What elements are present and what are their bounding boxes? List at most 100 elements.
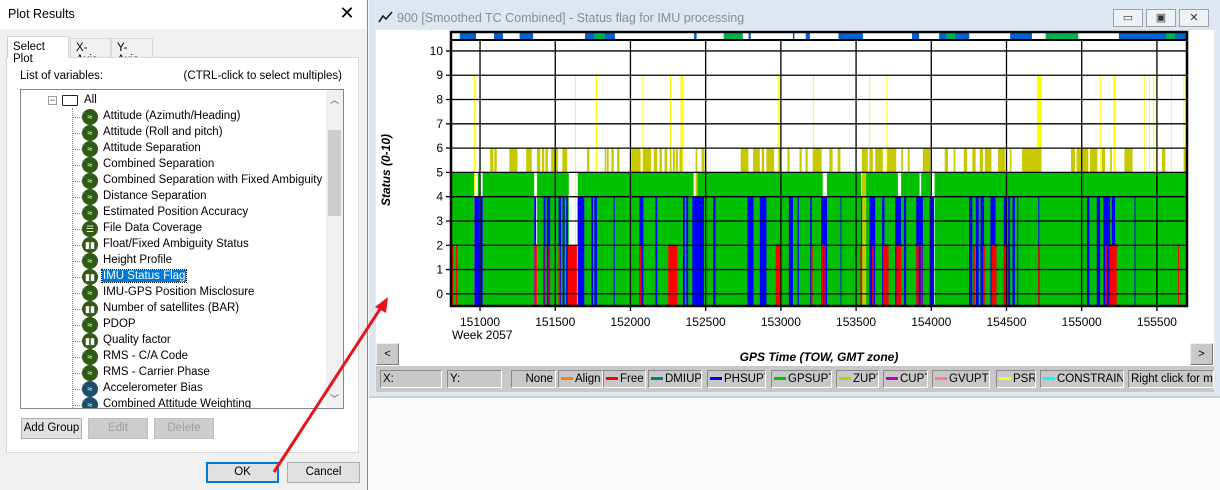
tree-item[interactable]: ≈ Attitude Separation (21, 141, 321, 157)
tree-item-label: RMS - Carrier Phase (103, 366, 210, 378)
top-strip-mark-blue (838, 33, 863, 39)
legend-label: CUPT (900, 373, 927, 385)
close-icon[interactable]: ✕ (339, 3, 355, 23)
legend-item-phsupt[interactable]: PHSUPT (707, 370, 766, 388)
status-bar-4 (655, 196, 658, 306)
legend-item-zupt[interactable]: ZUPT (836, 370, 879, 388)
status-bar-9 (474, 75, 476, 306)
legend-item-dmiupt[interactable]: DMIUPT (648, 370, 702, 388)
scrollbar-thumb[interactable] (328, 130, 341, 216)
legend-swatch (839, 377, 851, 381)
imu-status-chart[interactable]: 0 1 2 3 4 5 6 7 8 9 10 151000 151500 152000 152500 1530… (0, 0, 1220, 400)
legend-item-constraint[interactable]: CONSTRAINT (1040, 370, 1124, 388)
wave-icon: ≈ (82, 125, 98, 141)
tree-line (73, 389, 82, 390)
tree-item[interactable]: ≈ Height Profile (21, 253, 321, 269)
variable-tree[interactable]: − All ≈ Attitude (Azimuth/Heading) ≈ Attitu… (20, 89, 344, 409)
plot-frame (449, 30, 1189, 308)
legend-item-none[interactable]: None (511, 370, 556, 388)
status-bar-5 (921, 172, 931, 306)
top-strip-mark-blue (748, 33, 751, 39)
status-bar-2 (548, 245, 551, 306)
legend-swatch (606, 377, 618, 381)
status-bar-4 (821, 196, 828, 306)
dialog-title: Plot Results (8, 7, 75, 21)
tree-item[interactable]: ≈ Attitude (Roll and pitch) (21, 125, 321, 141)
tree-item[interactable]: ≈ Estimated Position Accuracy (21, 205, 321, 221)
status-bar-4 (1086, 196, 1090, 306)
cancel-button[interactable]: Cancel (287, 462, 360, 483)
edit-button[interactable]: Edit (88, 418, 148, 439)
tree-item[interactable]: ≈ Accelerometer Bias (21, 381, 321, 397)
tree-item[interactable]: ≈ IMU-GPS Position Misclosure (21, 285, 321, 301)
legend-item-cupt[interactable]: CUPT (883, 370, 928, 388)
tree-item[interactable]: ≈ PDOP (21, 317, 321, 333)
status-bar-4 (692, 196, 705, 306)
tree-item-label: Distance Separation (103, 190, 207, 202)
tree-item[interactable]: ▮▮ Number of satellites (BAR) (21, 301, 321, 317)
scroll-up-icon[interactable]: ︿ (330, 95, 340, 105)
context-hint: Right click for mo (1128, 370, 1214, 388)
status-bar-4 (747, 196, 754, 306)
status-bar-2 (558, 245, 561, 306)
close-button[interactable]: ✕ (1179, 9, 1209, 27)
tree-item[interactable]: ▮▮ IMU Status Flag (21, 269, 321, 285)
x-tick-label: 155500 (1137, 315, 1177, 329)
wave-icon: ≈ (82, 205, 98, 221)
status-bar-4 (591, 196, 593, 306)
tree-item-label: Quality factor (103, 334, 171, 346)
tree-item[interactable]: ≈ RMS - C/A Code (21, 349, 321, 365)
legend-item-gvupt[interactable]: GVUPT (932, 370, 990, 388)
tree-item-label: Height Profile (103, 254, 173, 266)
legend-label: ZUPT (853, 373, 878, 385)
tree-line (73, 325, 82, 326)
legend-item-free[interactable]: Free (603, 370, 646, 388)
status-bar-2 (973, 245, 975, 306)
tree-item[interactable]: ≈ Combined Separation with Fixed Ambiguit… (21, 173, 322, 189)
status-bar-4 (562, 196, 565, 306)
wave-icon: ≈ (82, 173, 98, 189)
tree-item[interactable]: ≈ Attitude (Azimuth/Heading) (21, 109, 321, 125)
y-tick-label: 6 (436, 141, 443, 155)
legend-item-align[interactable]: Align (558, 370, 603, 388)
collapse-icon[interactable]: − (48, 95, 57, 105)
top-strip-mark-blue (792, 33, 795, 39)
status-bar-5 (482, 172, 535, 306)
tree-root-all[interactable]: − All (21, 93, 321, 109)
top-strip-mark-green (723, 33, 743, 39)
legend-item-gpsupt[interactable]: GPSUPT (771, 370, 832, 388)
add-group-button[interactable]: Add Group (21, 418, 82, 439)
x-tick-label: 155000 (1062, 315, 1102, 329)
tree-item[interactable]: ≈ RMS - Carrier Phase (21, 365, 321, 381)
y-tick-label: 1 (436, 263, 443, 277)
legend-swatch (1043, 377, 1055, 381)
tree-line (73, 261, 82, 262)
legend-item-psr[interactable]: PSR (996, 370, 1036, 388)
tree-item[interactable]: ≈ Combined Attitude Weighting (21, 397, 321, 408)
status-bar-2 (775, 245, 781, 306)
delete-button[interactable]: Delete (154, 418, 214, 439)
tree-item[interactable]: ☰ File Data Coverage (21, 221, 321, 237)
tree-item-label: RMS - C/A Code (103, 350, 188, 362)
tree-item-label: Number of satellites (BAR) (103, 302, 240, 314)
tree-item[interactable]: ≈ Combined Separation (21, 157, 321, 173)
bar-chart-icon: ▮▮ (82, 237, 98, 253)
wave-icon: ≈ (82, 157, 98, 173)
ok-button[interactable]: OK (206, 462, 279, 483)
tree-item-label: Attitude (Roll and pitch) (103, 126, 223, 138)
tree-line (73, 149, 82, 150)
x-tick-label: 154000 (911, 315, 951, 329)
maximize-button[interactable]: ▣ (1146, 9, 1176, 27)
tab-select-plot[interactable]: Select Plot (7, 36, 69, 65)
wave-icon: ≈ (82, 253, 98, 269)
top-strip-mark-blue (694, 33, 697, 39)
status-bar-2 (882, 245, 889, 306)
legend-label: None (525, 373, 554, 385)
tree-item[interactable]: ▮▮ Float/Fixed Ambiguity Status (21, 237, 321, 253)
tree-item[interactable]: ≈ Distance Separation (21, 189, 321, 205)
scroll-right-button[interactable]: > (1190, 343, 1213, 365)
x-readout: X: (380, 370, 442, 388)
tree-item[interactable]: ▮▮ Quality factor (21, 333, 321, 349)
minimize-button[interactable]: ▭ (1113, 9, 1143, 27)
legend-swatch (561, 377, 573, 381)
